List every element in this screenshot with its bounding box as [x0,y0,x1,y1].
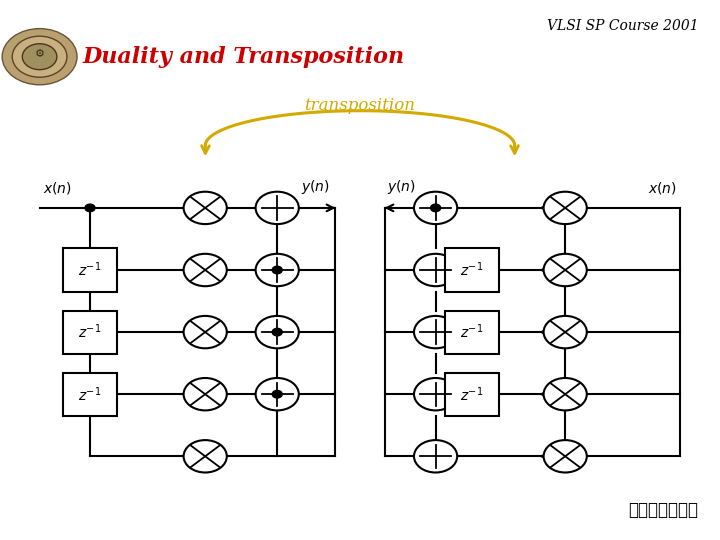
Circle shape [272,266,282,274]
Text: $x(n)$: $x(n)$ [648,180,677,196]
Circle shape [2,29,77,85]
Circle shape [184,316,227,348]
Bar [63,373,117,416]
Text: $z^{-1}$: $z^{-1}$ [460,385,483,403]
Circle shape [184,378,227,410]
Circle shape [12,36,67,77]
Circle shape [414,316,457,348]
Text: $z^{-1}$: $z^{-1}$ [460,261,483,279]
Text: $y(n)$: $y(n)$ [301,178,330,196]
Text: transposition: transposition [305,97,415,114]
Circle shape [414,254,457,286]
Bar [445,373,498,416]
Circle shape [544,192,587,224]
Bar [63,248,117,292]
Circle shape [431,204,441,212]
Circle shape [85,204,95,212]
Text: $z^{-1}$: $z^{-1}$ [460,323,483,341]
Circle shape [414,440,457,472]
Text: $z^{-1}$: $z^{-1}$ [78,323,102,341]
Text: 台大電機吴安宇: 台大電機吴安宇 [629,502,698,519]
Circle shape [256,254,299,286]
Text: VLSI SP Course 2001: VLSI SP Course 2001 [546,19,698,33]
Circle shape [544,316,587,348]
Circle shape [184,440,227,472]
Text: $y(n)$: $y(n)$ [387,178,415,196]
Bar [445,248,498,292]
Circle shape [256,378,299,410]
Circle shape [184,254,227,286]
Text: $z^{-1}$: $z^{-1}$ [78,385,102,403]
Circle shape [272,328,282,336]
Circle shape [256,192,299,224]
Text: $z^{-1}$: $z^{-1}$ [78,261,102,279]
Circle shape [544,254,587,286]
Circle shape [272,390,282,398]
Circle shape [544,440,587,472]
Circle shape [184,192,227,224]
Text: Duality and Transposition: Duality and Transposition [83,46,405,68]
Circle shape [256,316,299,348]
Circle shape [22,44,57,70]
Circle shape [414,192,457,224]
Circle shape [414,378,457,410]
Text: ⚙: ⚙ [35,49,45,59]
Text: $x(n)$: $x(n)$ [43,180,72,196]
Bar [63,310,117,354]
Circle shape [544,378,587,410]
Bar [445,310,498,354]
